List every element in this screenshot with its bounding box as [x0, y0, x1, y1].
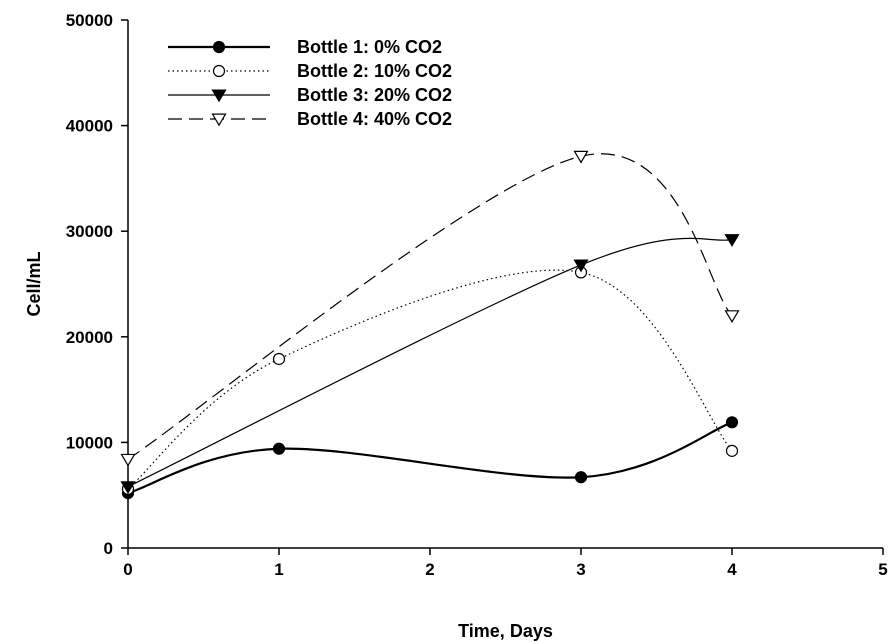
legend-label-2: Bottle 2: 10% CO2 [297, 61, 452, 81]
series-3-point [724, 234, 740, 248]
x-tick-label: 4 [727, 560, 737, 579]
x-tick-label: 2 [425, 560, 434, 579]
series-2-point [725, 444, 739, 457]
series-line-3 [127, 237, 733, 488]
series-2-point [272, 352, 286, 366]
series-4-point [573, 150, 589, 164]
series-1-point [725, 416, 739, 429]
y-tick-label: 10000 [66, 433, 113, 452]
legend-label-1: Bottle 1: 0% CO2 [297, 37, 442, 57]
x-tick-label: 3 [576, 560, 585, 579]
series-3-point [120, 481, 136, 495]
legend-marker-2 [212, 64, 226, 78]
series-4-point [120, 453, 136, 467]
x-tick-label: 1 [274, 560, 283, 579]
legend-label-4: Bottle 4: 40% CO2 [297, 109, 452, 129]
tick-labels: 0 1 2 3 4 5 0 10000 20000 30000 40000 50000 [66, 11, 888, 579]
x-tick-label: 0 [123, 560, 132, 579]
series-1-point [574, 471, 588, 484]
y-tick-label: 40000 [66, 117, 113, 136]
y-tick-label: 50000 [66, 11, 113, 30]
series-lines [127, 153, 733, 495]
series-line-4 [127, 153, 733, 460]
y-axis-title: Cell/mL [24, 251, 44, 316]
series-1-point [272, 442, 286, 455]
y-tick-label: 0 [104, 539, 113, 558]
legend-label-3: Bottle 3: 20% CO2 [297, 85, 452, 105]
legend-marker-3 [211, 89, 227, 103]
y-tick-label: 20000 [66, 328, 113, 347]
legend: Bottle 1: 0% CO2 Bottle 2: 10% CO2 Bottle … [168, 37, 452, 129]
x-axis-title: Time, Days [458, 621, 553, 641]
series-4-point [724, 310, 740, 324]
series-3-point [573, 259, 589, 273]
legend-marker-1 [212, 40, 226, 54]
x-tick-label: 5 [878, 560, 887, 579]
legend-marker-4 [211, 113, 227, 127]
tick-marks [121, 19, 884, 555]
series-line-1 [127, 421, 733, 495]
y-tick-label: 30000 [66, 222, 113, 241]
series-markers [120, 150, 740, 500]
axes [127, 20, 883, 549]
series-line-2 [127, 269, 733, 490]
